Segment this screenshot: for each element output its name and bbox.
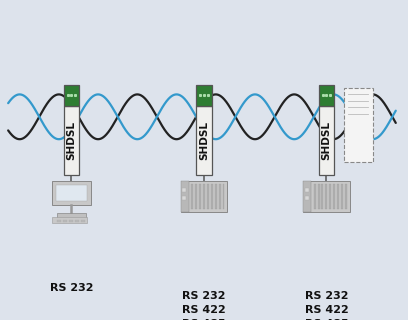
Bar	[81, 220, 85, 222]
Bar	[303, 181, 350, 212]
Bar	[180, 181, 189, 212]
Bar	[64, 106, 79, 175]
Bar	[56, 185, 86, 201]
Bar	[199, 184, 201, 209]
Bar	[56, 220, 60, 222]
Text: RS 232
RS 422
RS 485: RS 232 RS 422 RS 485	[182, 291, 226, 320]
Bar	[303, 181, 311, 212]
Text: SHDSL: SHDSL	[67, 121, 76, 160]
Bar	[182, 188, 186, 192]
Bar	[196, 106, 212, 175]
Text: SHDSL: SHDSL	[322, 121, 331, 160]
Bar	[317, 184, 319, 209]
Bar	[337, 184, 339, 209]
Bar	[52, 181, 91, 205]
Bar	[75, 220, 79, 222]
Bar	[207, 184, 209, 209]
Bar	[319, 85, 334, 106]
Bar	[69, 220, 73, 222]
Bar	[341, 184, 343, 209]
Bar	[345, 184, 347, 209]
Bar	[182, 196, 186, 200]
Bar	[196, 85, 212, 106]
Bar	[62, 220, 67, 222]
Bar	[319, 106, 334, 175]
Bar	[333, 184, 335, 209]
Bar	[219, 184, 221, 209]
Text: RS 232: RS 232	[50, 283, 93, 293]
Bar	[211, 184, 213, 209]
Bar	[195, 184, 197, 209]
Text: SHDSL: SHDSL	[199, 121, 209, 160]
Bar	[215, 184, 217, 209]
Bar	[344, 88, 373, 162]
Bar	[64, 85, 79, 106]
Bar	[52, 217, 86, 223]
Bar	[326, 184, 327, 209]
Bar	[314, 184, 316, 209]
Bar	[322, 184, 324, 209]
Bar	[329, 184, 331, 209]
Bar	[305, 196, 308, 200]
Bar	[191, 184, 193, 209]
Bar	[203, 184, 205, 209]
Bar	[57, 213, 86, 218]
Bar	[222, 184, 224, 209]
Text: RS 232
RS 422
RS 485: RS 232 RS 422 RS 485	[304, 291, 348, 320]
Bar	[180, 181, 228, 212]
Bar	[305, 188, 308, 192]
